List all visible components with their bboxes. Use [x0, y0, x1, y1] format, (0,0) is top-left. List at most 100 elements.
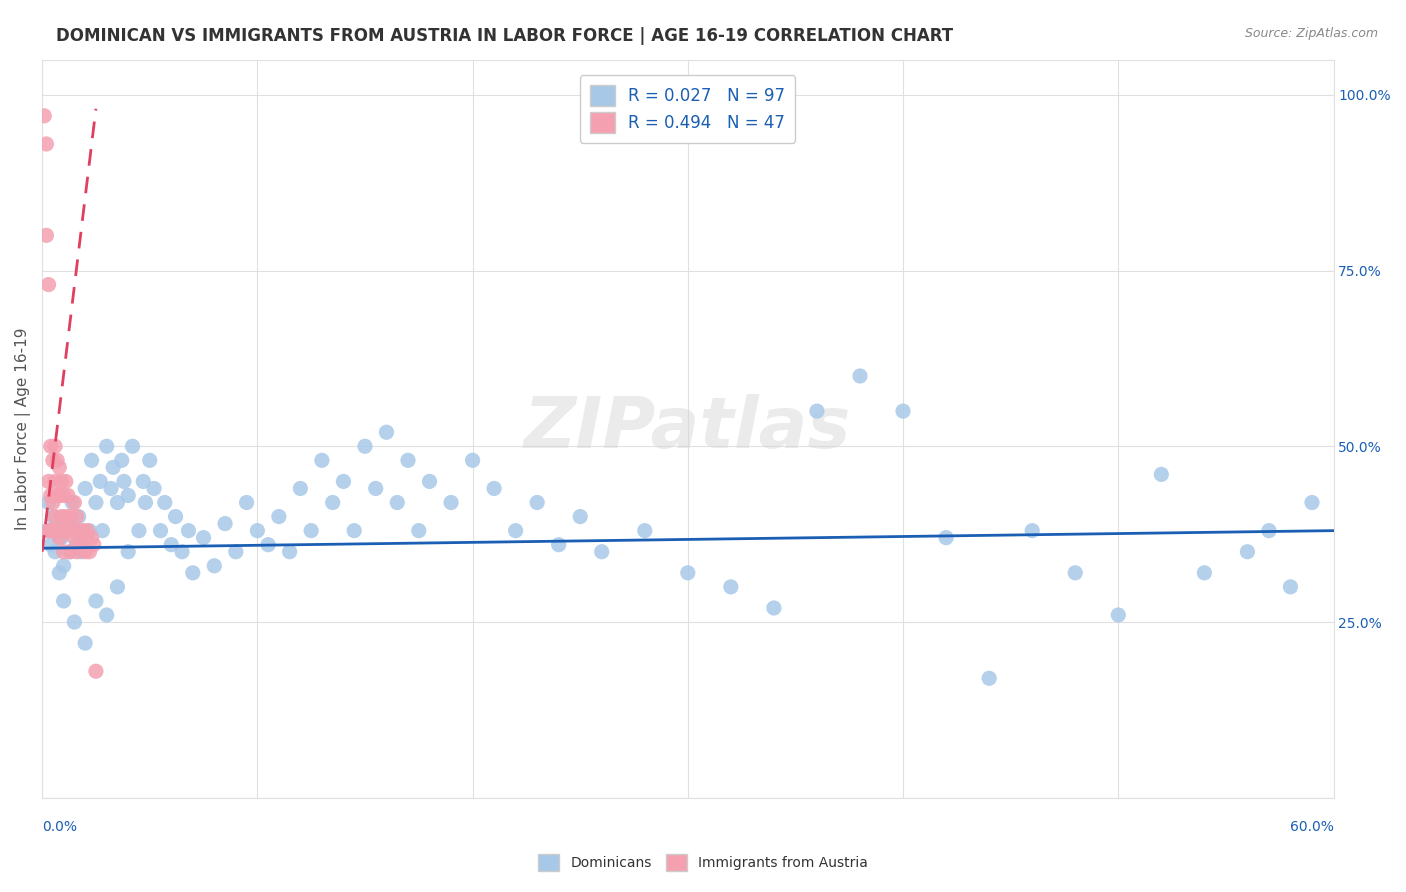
Point [849, 368, 872, 383]
Point [482, 482, 505, 496]
Point [354, 439, 377, 453]
Point [67, 524, 90, 538]
Point [322, 495, 344, 509]
Point [100, 482, 122, 496]
Point [375, 425, 398, 440]
Point [101, 460, 124, 475]
Point [505, 524, 527, 538]
Point [38, 524, 60, 538]
Point [42, 524, 65, 538]
Point [267, 509, 290, 524]
Point [70, 538, 93, 552]
Point [79, 524, 101, 538]
Point [35, 524, 58, 538]
Point [51, 531, 73, 545]
Point [364, 482, 387, 496]
Point [762, 601, 785, 615]
Point [48, 531, 70, 545]
Point [440, 495, 463, 509]
Point [32, 109, 55, 123]
Point [149, 524, 172, 538]
Point [38, 277, 60, 292]
Point [38, 475, 60, 489]
Point [59, 545, 82, 559]
Point [42, 453, 65, 467]
Point [806, 404, 828, 418]
Point [52, 558, 75, 573]
Point [52, 545, 75, 559]
Point [396, 453, 419, 467]
Point [60, 524, 83, 538]
Point [935, 531, 957, 545]
Point [138, 453, 160, 467]
Point [46, 524, 69, 538]
Point [56, 516, 79, 531]
Point [153, 495, 176, 509]
Text: 0.0%: 0.0% [42, 820, 77, 834]
Point [56, 488, 79, 502]
Point [48, 460, 70, 475]
Point [59, 509, 82, 524]
Point [299, 524, 322, 538]
Point [83, 538, 105, 552]
Point [1236, 545, 1258, 559]
Legend: R = 0.027   N = 97, R = 0.494   N = 47: R = 0.027 N = 97, R = 0.494 N = 47 [581, 75, 796, 143]
Y-axis label: In Labor Force | Age 16-19: In Labor Force | Age 16-19 [15, 327, 31, 530]
Point [117, 545, 139, 559]
Point [112, 475, 135, 489]
Point [170, 545, 193, 559]
Point [526, 495, 548, 509]
Point [96, 439, 118, 453]
Point [246, 524, 269, 538]
Point [117, 488, 139, 502]
Point [1279, 580, 1302, 594]
Point [132, 475, 155, 489]
Text: DOMINICAN VS IMMIGRANTS FROM AUSTRIA IN LABOR FORCE | AGE 16-19 CORRELATION CHAR: DOMINICAN VS IMMIGRANTS FROM AUSTRIA IN … [56, 27, 953, 45]
Point [75, 545, 97, 559]
Point [65, 545, 87, 559]
Point [76, 524, 98, 538]
Point [79, 545, 101, 559]
Point [75, 531, 97, 545]
Point [60, 495, 83, 509]
Point [1301, 495, 1323, 509]
Point [52, 524, 75, 538]
Point [143, 482, 166, 496]
Point [80, 531, 103, 545]
Point [52, 594, 75, 608]
Point [63, 524, 86, 538]
Point [75, 636, 97, 650]
Point [44, 509, 66, 524]
Point [257, 538, 280, 552]
Text: ZIPatlas: ZIPatlas [524, 394, 852, 463]
Point [979, 671, 1001, 685]
Point [84, 594, 107, 608]
Point [1064, 566, 1087, 580]
Point [39, 439, 62, 453]
Point [96, 607, 118, 622]
Text: Source: ZipAtlas.com: Source: ZipAtlas.com [1244, 27, 1378, 40]
Point [177, 524, 200, 538]
Point [44, 439, 66, 453]
Point [42, 509, 65, 524]
Point [51, 509, 73, 524]
Point [408, 524, 430, 538]
Point [343, 524, 366, 538]
Point [39, 488, 62, 502]
Point [1021, 524, 1043, 538]
Point [46, 524, 69, 538]
Point [278, 545, 301, 559]
Point [55, 509, 77, 524]
Point [1258, 524, 1281, 538]
Point [332, 475, 354, 489]
Point [134, 495, 156, 509]
Point [38, 495, 60, 509]
Point [547, 538, 569, 552]
Point [1107, 607, 1129, 622]
Point [75, 482, 97, 496]
Point [214, 516, 236, 531]
Point [128, 524, 150, 538]
Point [56, 524, 79, 538]
Point [55, 475, 77, 489]
Point [591, 545, 613, 559]
